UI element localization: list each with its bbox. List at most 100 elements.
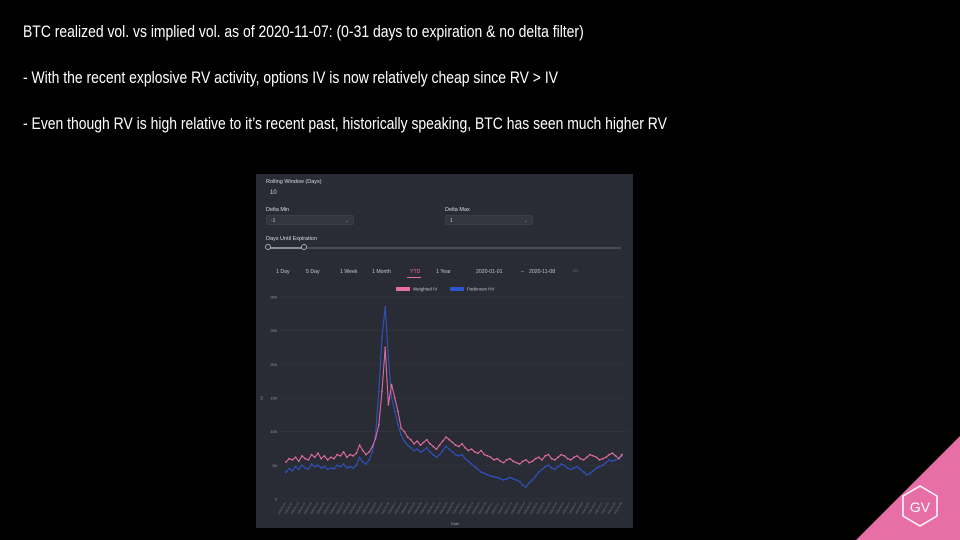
series-point <box>358 444 361 446</box>
tab-1-day[interactable]: 1 Day <box>276 269 290 275</box>
series-point <box>518 463 521 465</box>
delta-min-label: Delta Min <box>266 207 290 213</box>
series-point <box>377 424 380 426</box>
series-point <box>384 346 387 349</box>
series-point <box>576 465 579 468</box>
x-tick-label: 2020-02-18 <box>328 501 338 515</box>
iv-chart: Weighted IV Parkinson HV 0 50 100 150 200 250 3… <box>259 287 628 526</box>
date-start-input[interactable]: 2020-01-01 <box>476 269 503 275</box>
series-point <box>381 336 383 339</box>
series-point <box>393 410 396 413</box>
slider-handle-min[interactable] <box>265 244 271 250</box>
y-tick-label: 200 <box>270 362 277 367</box>
series-point <box>349 465 351 468</box>
x-tick-label: 2020-01-01 <box>277 501 287 515</box>
series-point <box>608 453 611 456</box>
series-point <box>461 453 463 456</box>
series-point <box>582 459 585 461</box>
series-point <box>457 455 460 457</box>
tab-5-day[interactable]: 5 Day <box>306 269 320 275</box>
slider-handle-max[interactable] <box>301 244 307 250</box>
series-point <box>598 465 601 468</box>
x-axis-label: Date <box>451 521 460 526</box>
series-point <box>352 455 355 457</box>
series-point <box>381 390 383 393</box>
series-point <box>323 465 326 468</box>
delta-max-select[interactable]: 1 ⌄ <box>445 215 533 225</box>
x-tick-label: 2020-05-24 <box>432 501 442 515</box>
series-point <box>528 481 531 484</box>
series-point <box>435 448 438 451</box>
series-point <box>416 448 419 451</box>
tab-1-year[interactable]: 1 Year <box>436 269 451 275</box>
series-point <box>342 451 345 453</box>
series-point <box>486 455 489 457</box>
series-point <box>336 453 339 456</box>
x-axis-ticks: 2020-01-012020-01-072020-01-132020-01-19… <box>277 501 623 515</box>
series-point <box>355 464 358 467</box>
series-point <box>493 459 495 461</box>
x-tick-label: 2020-09-21 <box>561 501 571 515</box>
expiration-slider-fill <box>268 247 304 249</box>
series-point <box>582 471 585 473</box>
x-tick-label: 2020-07-11 <box>484 501 494 515</box>
chevron-down-icon: ⌄ <box>344 218 349 224</box>
series-point <box>454 453 457 456</box>
series-point <box>464 457 467 460</box>
series-point <box>345 467 348 469</box>
delta-min-select[interactable]: -1 ⌄ <box>266 215 354 225</box>
x-tick-label: 2020-01-13 <box>290 501 300 515</box>
series-point <box>499 460 502 463</box>
series-point <box>505 477 508 480</box>
series-point <box>445 445 447 448</box>
series-point <box>355 452 358 455</box>
series-point <box>525 486 527 488</box>
series-point <box>573 456 575 459</box>
series-point <box>585 456 588 459</box>
series-point <box>310 463 313 465</box>
series-point <box>432 453 435 456</box>
tab-1-week[interactable]: 1 Week <box>340 269 358 275</box>
series-point <box>361 461 364 463</box>
series-point <box>285 471 287 473</box>
series-point <box>387 356 390 359</box>
series-point <box>301 455 303 457</box>
series-point <box>438 444 441 446</box>
series-point <box>403 430 406 433</box>
rolling-window-value[interactable]: 10 <box>270 190 277 196</box>
series-point <box>371 445 374 448</box>
date-end-input[interactable]: 2020-11-08 <box>529 269 556 275</box>
series-point <box>473 451 476 453</box>
series-point <box>307 468 310 471</box>
series-point <box>342 463 345 465</box>
series-point <box>451 451 454 453</box>
series-point <box>576 455 579 457</box>
delta-max-label: Delta Max <box>445 207 470 213</box>
y-tick-label: 100 <box>270 429 277 434</box>
active-tab-underline <box>407 277 421 278</box>
series-point <box>288 457 291 460</box>
series-point <box>496 476 499 479</box>
y-tick-label: 250 <box>270 328 277 333</box>
series-point <box>323 455 326 457</box>
date-separator: – <box>521 269 524 275</box>
series-point <box>585 473 588 476</box>
series-point <box>617 457 620 460</box>
calendar-icon[interactable]: ▭ <box>573 268 578 274</box>
series-point <box>313 456 316 459</box>
series-point <box>541 459 543 461</box>
y-axis-ticks: 0 50 100 150 200 250 300 <box>270 295 277 502</box>
series-point <box>521 460 524 463</box>
expiration-slider-track[interactable] <box>268 247 621 249</box>
series-point <box>601 457 604 460</box>
tab-ytd[interactable]: YTD <box>410 269 421 275</box>
y-tick-label: 0 <box>275 497 278 502</box>
series-point <box>547 464 550 467</box>
x-tick-label: 2020-10-03 <box>574 501 584 515</box>
series-point <box>518 480 521 483</box>
tab-1-month[interactable]: 1 Month <box>372 269 391 275</box>
x-tick-label: 2020-08-10 <box>516 501 526 515</box>
y-tick-label: 300 <box>270 295 277 300</box>
series-point <box>611 460 614 463</box>
series-point <box>547 453 550 456</box>
